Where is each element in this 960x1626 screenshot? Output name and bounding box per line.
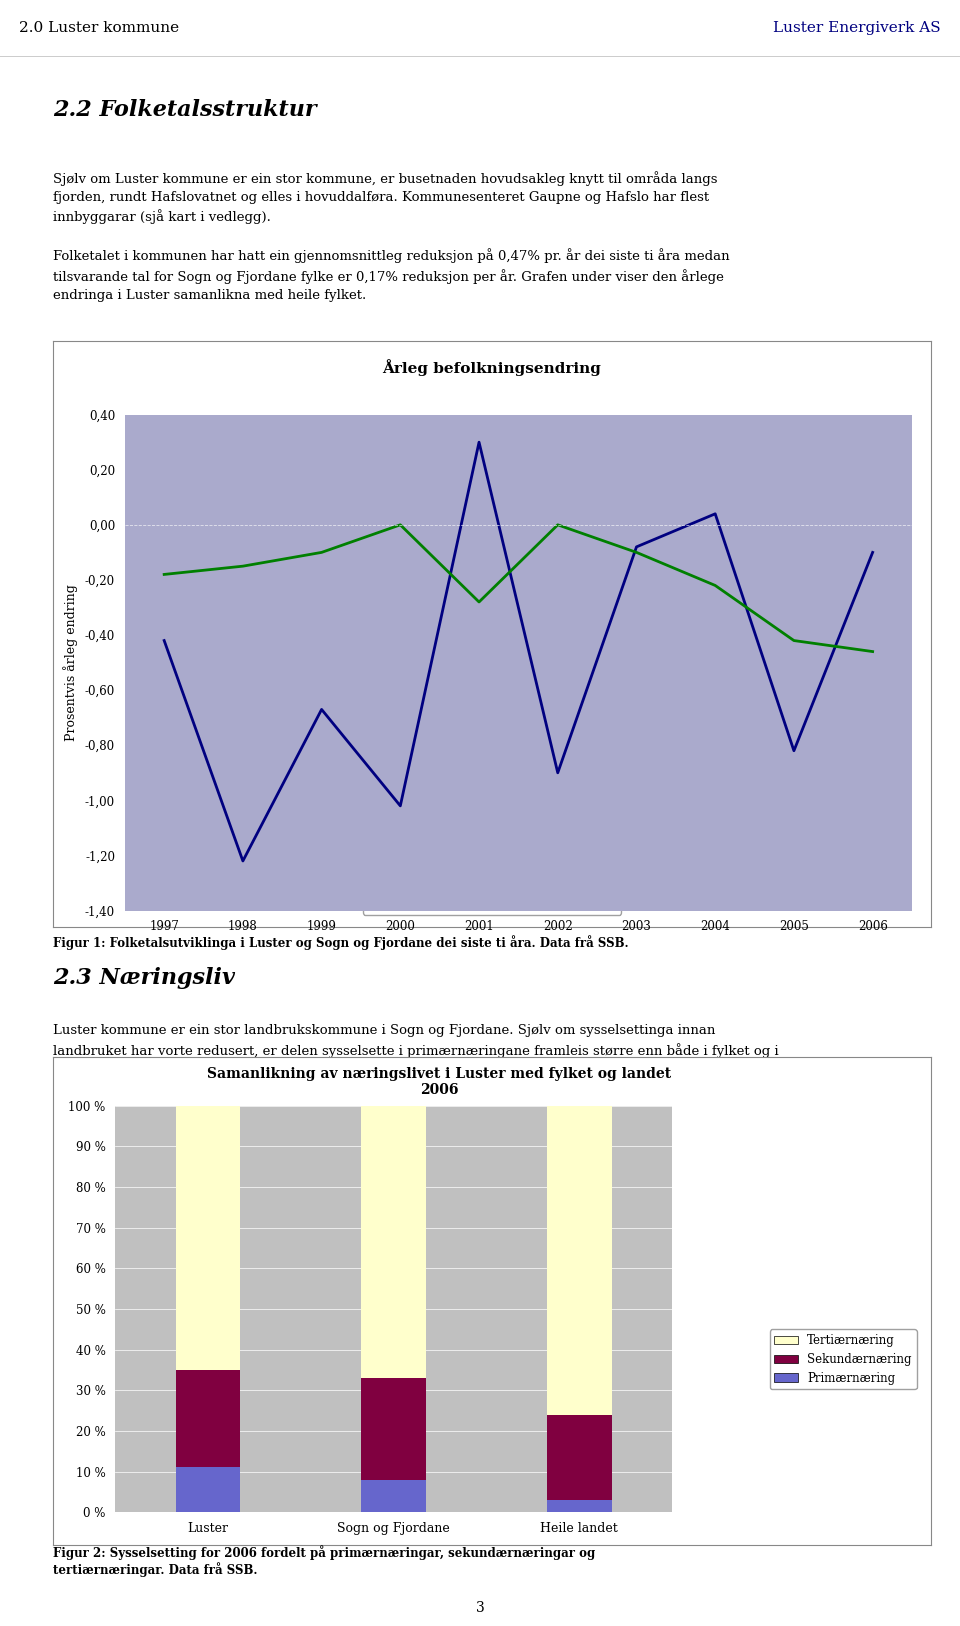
Bar [546, 1106, 612, 1415]
Bar [546, 1499, 612, 1512]
Bar [176, 1467, 240, 1512]
Y-axis label: Prosentvis årleg endring: Prosentvis årleg endring [63, 584, 78, 741]
Legend: Luster, Sogn og Fjordane: Luster, Sogn og Fjordane [363, 891, 621, 915]
Text: 3: 3 [475, 1602, 485, 1615]
Bar [361, 1480, 426, 1512]
Text: Figur 1: Folketalsutviklinga i Luster og Sogn og Fjordane dei siste ti åra. Data: Figur 1: Folketalsutviklinga i Luster og… [53, 935, 629, 950]
Text: 2.2 Folketalsstruktur: 2.2 Folketalsstruktur [53, 99, 317, 122]
Text: Samanlikning av næringslivet i Luster med fylket og landet
2006: Samanlikning av næringslivet i Luster me… [207, 1067, 671, 1098]
Text: Luster kommune er ein stor landbrukskommune i Sogn og Fjordane. Sjølv om syssels: Luster kommune er ein stor landbrukskomm… [53, 1024, 779, 1076]
Bar [361, 1379, 426, 1480]
Legend: Tertiærnæring, Sekundærnæring, Primærnæring: Tertiærnæring, Sekundærnæring, Primærnær… [770, 1328, 917, 1390]
Text: Figur 2: Sysselsetting for 2006 fordelt på primærnæringar, sekundærnæringar og
t: Figur 2: Sysselsetting for 2006 fordelt … [53, 1545, 595, 1577]
Bar [176, 1106, 240, 1369]
Text: 2.3 Næringsliv: 2.3 Næringsliv [53, 967, 234, 990]
Text: Sjølv om Luster kommune er ein stor kommune, er busetnaden hovudsakleg knytt til: Sjølv om Luster kommune er ein stor komm… [53, 171, 730, 302]
Bar [361, 1106, 426, 1379]
Text: Årleg befolkningsendring: Årleg befolkningsendring [383, 359, 601, 376]
Text: Luster Energiverk AS: Luster Energiverk AS [773, 21, 941, 36]
Bar [546, 1415, 612, 1499]
Bar [176, 1369, 240, 1467]
Text: 2.0 Luster kommune: 2.0 Luster kommune [19, 21, 180, 36]
